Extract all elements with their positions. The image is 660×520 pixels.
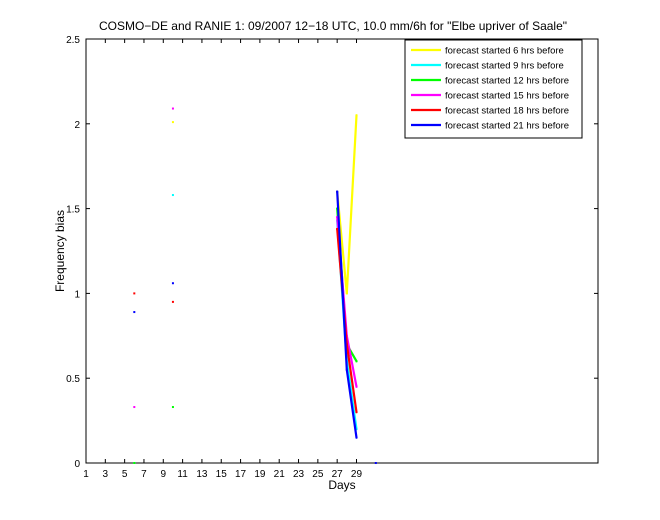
data-point: [133, 462, 136, 464]
series-layer: [133, 107, 377, 464]
data-point: [171, 194, 174, 197]
y-tick-label: 2: [74, 120, 80, 131]
y-tick-label: 1.5: [66, 205, 80, 216]
x-tick-label: 29: [351, 469, 363, 480]
x-tick-label: 25: [312, 469, 324, 480]
data-point: [336, 227, 339, 230]
y-tick-label: 2.5: [66, 35, 80, 46]
legend-box: [404, 39, 583, 139]
x-tick-label: 11: [177, 469, 188, 480]
x-axis-label: Days: [328, 478, 355, 492]
data-point: [345, 292, 348, 295]
y-tick-label: 0.5: [66, 374, 80, 385]
data-point: [133, 311, 136, 314]
x-tick-label: 21: [274, 469, 286, 480]
legend-label: forecast started 21 hrs before: [445, 121, 569, 132]
data-point: [355, 428, 358, 431]
data-point: [355, 360, 358, 363]
data-point: [355, 114, 358, 117]
x-tick-label: 19: [254, 469, 266, 480]
data-point: [336, 190, 339, 193]
data-point: [133, 292, 136, 295]
data-point: [171, 121, 174, 124]
x-tick-label: 13: [196, 469, 208, 480]
x-tick-label: 23: [293, 469, 305, 480]
x-tick-label: 7: [141, 469, 147, 480]
data-point: [171, 107, 174, 110]
chart-title: COSMO−DE and RANIE 1: 09/2007 12−18 UTC,…: [99, 19, 567, 33]
x-tick-label: 3: [103, 469, 109, 480]
data-point: [355, 436, 358, 439]
legend: forecast started 6 hrs before forecast st…: [404, 39, 583, 139]
data-point: [171, 406, 174, 409]
series-group: [133, 190, 377, 464]
data-point: [133, 406, 136, 409]
x-tick-label: 15: [216, 469, 228, 480]
legend-label: forecast started 12 hrs before: [445, 76, 569, 87]
y-tick-label: 0: [74, 459, 80, 470]
legend-label: forecast started 15 hrs before: [445, 91, 569, 102]
y-axis-label: Frequency bias: [53, 210, 67, 292]
legend-label: forecast started 18 hrs before: [445, 106, 569, 117]
data-point: [355, 385, 358, 388]
data-point: [336, 216, 339, 219]
legend-label: forecast started 9 hrs before: [445, 61, 564, 72]
data-point: [374, 462, 377, 464]
legend-label: forecast started 6 hrs before: [445, 46, 564, 57]
y-tick-label: 1: [74, 289, 80, 300]
x-tick-label: 9: [161, 469, 167, 480]
x-tick-label: 5: [122, 469, 128, 480]
data-point: [171, 282, 174, 285]
data-point: [345, 343, 348, 346]
x-tick-label: 1: [83, 469, 89, 480]
data-point: [345, 368, 348, 371]
data-point: [355, 411, 358, 414]
x-tick-label: 17: [235, 469, 247, 480]
data-point: [171, 300, 174, 303]
x-tick-label: 27: [332, 469, 344, 480]
